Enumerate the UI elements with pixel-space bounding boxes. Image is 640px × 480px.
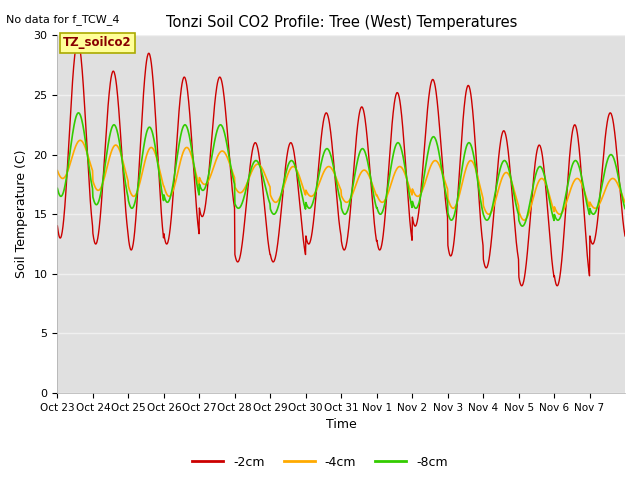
Line: -8cm: -8cm (58, 113, 625, 226)
-2cm (327, 129, 335, 135)
-8cm (316, 167, 324, 172)
-2cm (54, 223, 61, 229)
-2cm (476, 202, 483, 207)
-2cm (74, 38, 81, 44)
-4cm (559, 208, 566, 214)
-8cm (476, 189, 483, 195)
-2cm (621, 233, 629, 239)
Y-axis label: Soil Temperature (C): Soil Temperature (C) (15, 150, 28, 278)
-2cm (614, 168, 622, 173)
-4cm (621, 199, 629, 205)
-4cm (614, 182, 622, 188)
-8cm (559, 206, 566, 212)
-8cm (54, 185, 61, 191)
-8cm (327, 152, 335, 158)
-2cm (518, 283, 525, 288)
-4cm (143, 153, 150, 158)
-8cm (518, 223, 526, 229)
X-axis label: Time: Time (326, 419, 356, 432)
-8cm (621, 205, 629, 211)
-2cm (316, 148, 324, 154)
-2cm (143, 58, 150, 64)
-4cm (327, 165, 335, 170)
Text: TZ_soilco2: TZ_soilco2 (63, 36, 132, 49)
-4cm (316, 179, 324, 184)
Line: -2cm: -2cm (58, 41, 625, 286)
-8cm (614, 174, 622, 180)
Legend: -2cm, -4cm, -8cm: -2cm, -4cm, -8cm (187, 451, 453, 474)
-2cm (559, 245, 566, 251)
Line: -4cm: -4cm (58, 140, 625, 220)
-4cm (77, 137, 84, 143)
-4cm (54, 168, 61, 173)
-8cm (143, 130, 150, 135)
-4cm (476, 181, 483, 187)
-4cm (520, 217, 528, 223)
Text: No data for f_TCW_4: No data for f_TCW_4 (6, 14, 120, 25)
-8cm (75, 110, 83, 116)
Title: Tonzi Soil CO2 Profile: Tree (West) Temperatures: Tonzi Soil CO2 Profile: Tree (West) Temp… (166, 15, 517, 30)
